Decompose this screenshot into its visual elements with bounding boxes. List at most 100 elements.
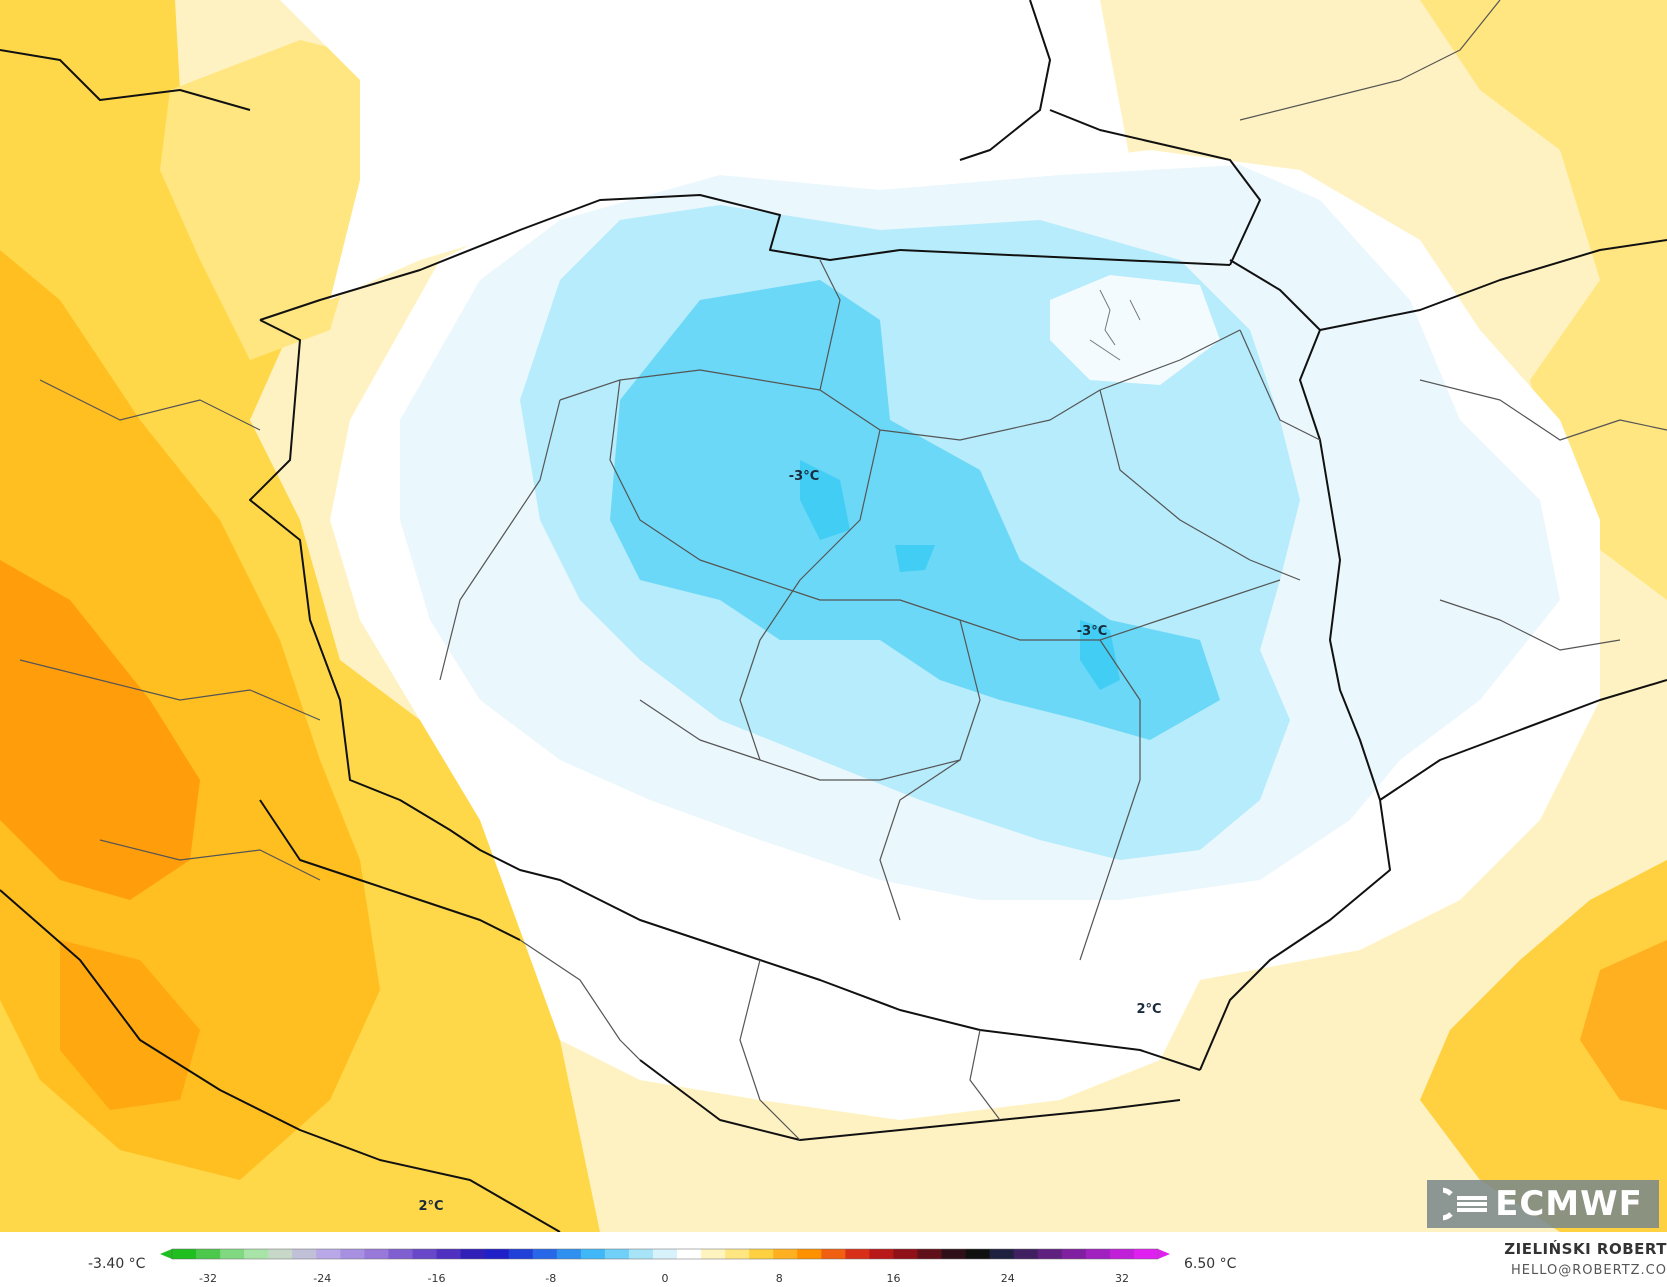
warm-zone-southeast bbox=[1420, 860, 1667, 1232]
colorbar-segment bbox=[412, 1249, 438, 1259]
colorbar-arrow-right bbox=[1158, 1249, 1170, 1259]
border-denmark bbox=[0, 49, 251, 111]
colorbar-tick-label: -8 bbox=[545, 1272, 556, 1285]
colorbar-segment bbox=[1133, 1249, 1159, 1259]
colorbar-segment bbox=[749, 1249, 774, 1259]
colorbar-segment bbox=[220, 1249, 245, 1259]
colorbar-segment bbox=[1109, 1249, 1135, 1259]
author-name: ZIELIŃSKI ROBERT bbox=[1504, 1240, 1667, 1258]
region-border bbox=[1079, 639, 1141, 961]
colorbar-segment bbox=[508, 1249, 534, 1259]
colorbar-tick-label: -32 bbox=[199, 1272, 217, 1285]
colorbar-tick-label: 0 bbox=[662, 1272, 669, 1285]
colorbar-segment bbox=[1061, 1249, 1087, 1259]
border-belarus-north bbox=[1319, 239, 1667, 331]
colorbar-segment bbox=[725, 1249, 750, 1259]
region-border bbox=[19, 659, 321, 721]
region-border bbox=[639, 699, 961, 781]
colorbar-segment bbox=[917, 1249, 943, 1259]
label-min-east: -3°C bbox=[1077, 624, 1107, 639]
region-border bbox=[559, 329, 1241, 441]
colorbar-tick-label: 16 bbox=[887, 1272, 901, 1285]
colorbar-tick-label: -24 bbox=[313, 1272, 331, 1285]
colorbar-arrow-left bbox=[160, 1249, 172, 1259]
region-border bbox=[1239, 0, 1501, 121]
colorbar-segment bbox=[869, 1249, 894, 1259]
ecmwf-logo-icon bbox=[1443, 1187, 1488, 1221]
region-border bbox=[969, 1029, 1001, 1121]
footer bbox=[0, 1232, 1667, 1287]
colorbar-segment bbox=[845, 1249, 870, 1259]
colorbar-tick-label: 8 bbox=[776, 1272, 783, 1285]
border-poland-west bbox=[249, 319, 1201, 1071]
colorbar-segment bbox=[292, 1249, 317, 1259]
lake bbox=[1089, 339, 1121, 361]
colorbar-outline bbox=[171, 1248, 1159, 1260]
colorbar-segment bbox=[484, 1249, 510, 1259]
warm-zone-east bbox=[1420, 0, 1667, 600]
region-border bbox=[1099, 389, 1301, 581]
country-borders bbox=[0, 0, 1667, 1232]
border-lithuania bbox=[1049, 109, 1261, 266]
colorbar-segment bbox=[652, 1249, 678, 1259]
border-poland-east bbox=[1199, 259, 1391, 1071]
border-germany-austria bbox=[0, 889, 561, 1232]
cold-core-2 bbox=[1080, 620, 1120, 690]
warm-zone-west-core bbox=[0, 560, 200, 900]
colorbar-segment bbox=[460, 1249, 486, 1259]
region-border bbox=[439, 399, 561, 681]
colorbar-segment bbox=[797, 1249, 822, 1259]
lake bbox=[1099, 289, 1116, 346]
cold-core-1 bbox=[800, 460, 850, 540]
colorbar-segment bbox=[941, 1249, 967, 1259]
ecmwf-logo: ECMWF bbox=[1427, 1180, 1659, 1228]
label-max-southeast: 2°C bbox=[1136, 1002, 1161, 1017]
colorbar-segment bbox=[677, 1249, 702, 1259]
colorbar-segment bbox=[701, 1249, 726, 1259]
lakes bbox=[1089, 289, 1141, 361]
temperature-map: -3°C -3°C 2°C 2°C bbox=[0, 0, 1667, 1232]
colorbar-segment bbox=[989, 1249, 1015, 1259]
cold-core-3 bbox=[895, 545, 935, 572]
colorbar-segment bbox=[268, 1249, 293, 1259]
colorbar-segment bbox=[316, 1249, 341, 1259]
colorbar: -32 -24 -16 -8 0 8 16 24 32 bbox=[160, 1248, 1170, 1285]
colorbar-segment bbox=[893, 1249, 919, 1259]
colorbar-max-value: 6.50 °C bbox=[1184, 1256, 1237, 1272]
lake bbox=[1129, 299, 1141, 321]
colorbar-segment bbox=[388, 1249, 413, 1259]
colorbar-segment bbox=[436, 1249, 462, 1259]
colorbar-segment bbox=[340, 1249, 365, 1259]
colorbar-segment bbox=[1013, 1249, 1039, 1259]
colorbar-segment bbox=[773, 1249, 798, 1259]
region-border bbox=[819, 259, 841, 391]
coast-sweden bbox=[959, 0, 1051, 161]
region-border bbox=[739, 959, 801, 1141]
colorbar-segment bbox=[196, 1249, 221, 1259]
neutral-pocket-masuria bbox=[1050, 275, 1220, 385]
border-ukraine bbox=[1379, 679, 1667, 801]
region-border bbox=[519, 939, 641, 1061]
cold-zone-3 bbox=[610, 280, 1220, 740]
region-border bbox=[1419, 379, 1667, 441]
region-border bbox=[99, 839, 321, 881]
colorbar-segment bbox=[532, 1249, 558, 1259]
colorbar-segment bbox=[628, 1249, 654, 1259]
region-border bbox=[1239, 329, 1321, 441]
region-border bbox=[1439, 599, 1621, 651]
colorbar-segment bbox=[1037, 1249, 1063, 1259]
colorbar-tick-label: -16 bbox=[428, 1272, 446, 1285]
warm-zone-southeast-core bbox=[1580, 940, 1667, 1110]
border-germany-czech bbox=[259, 799, 521, 941]
region-border bbox=[609, 379, 1281, 641]
colorbar-segment bbox=[604, 1249, 630, 1259]
label-max-southwest: 2°C bbox=[418, 1199, 443, 1214]
colorbar-min-value: -3.40 °C bbox=[88, 1256, 146, 1272]
border-kaliningrad bbox=[899, 249, 1231, 266]
label-min-central: -3°C bbox=[789, 469, 819, 484]
coastline-poland bbox=[259, 194, 901, 321]
border-slovakia-hungary bbox=[639, 1059, 1181, 1141]
colorbar-segment bbox=[965, 1249, 991, 1259]
region-border bbox=[739, 429, 881, 761]
author-email: HELLO@ROBERTZ.CO bbox=[1510, 1263, 1667, 1278]
